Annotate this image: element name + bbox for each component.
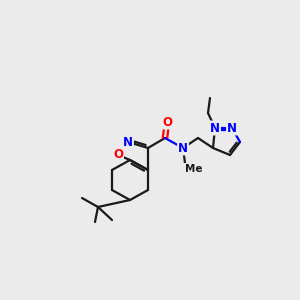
Text: O: O [113, 148, 123, 161]
Text: O: O [162, 116, 172, 128]
Text: N: N [178, 142, 188, 154]
Text: N: N [210, 122, 220, 134]
Text: N: N [123, 136, 133, 148]
Text: N: N [227, 122, 237, 134]
Text: Me: Me [185, 164, 202, 174]
